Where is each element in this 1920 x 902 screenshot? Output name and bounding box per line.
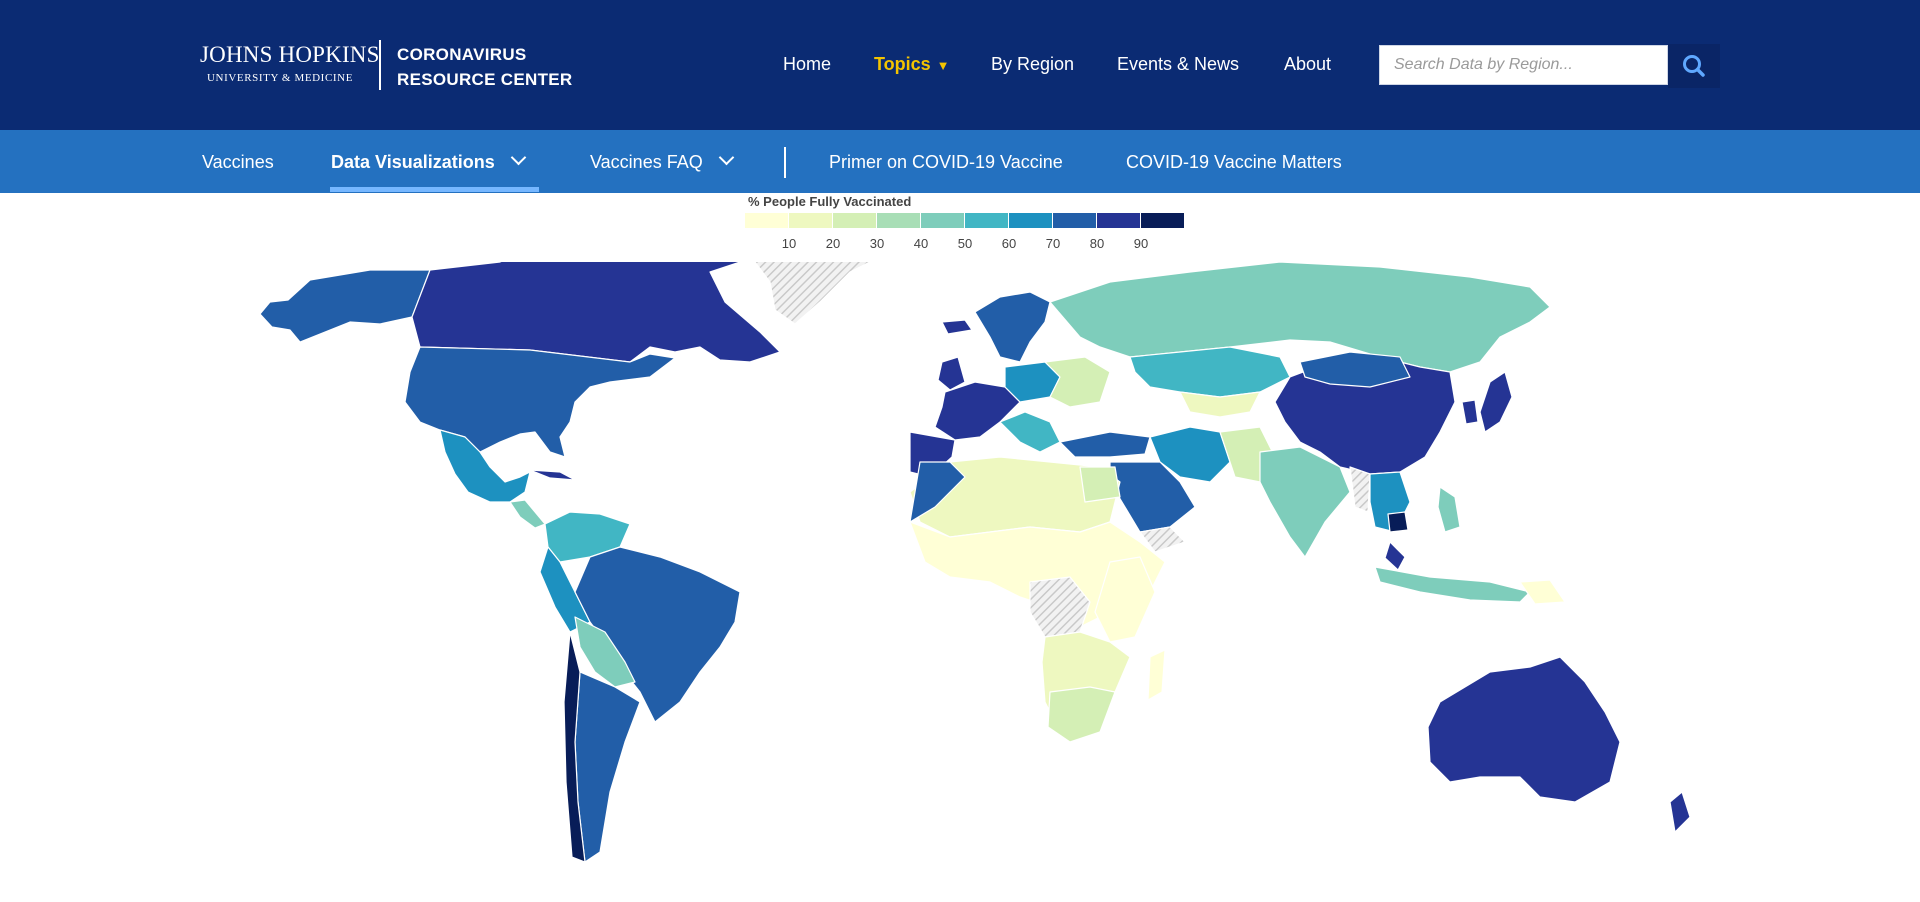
- country-turkey[interactable]: [1059, 431, 1151, 458]
- country-papua-new-guinea[interactable]: [1519, 579, 1566, 605]
- subnav-vaccines-faq[interactable]: Vaccines FAQ: [590, 149, 734, 173]
- subnav-data-visualizations[interactable]: Data Visualizations: [331, 149, 527, 173]
- country-myanmar-nodata[interactable]: [1349, 466, 1371, 513]
- country-usa[interactable]: [404, 346, 676, 458]
- country-japan[interactable]: [1479, 371, 1513, 433]
- active-tab-indicator: [330, 187, 539, 192]
- country-indonesia[interactable]: [1374, 566, 1531, 603]
- subnav-vaccines-faq-label: Vaccines FAQ: [590, 152, 703, 172]
- legend-title: % People Fully Vaccinated: [748, 194, 912, 209]
- nav-topics-label: Topics: [874, 54, 931, 74]
- legend-swatch: [921, 213, 965, 228]
- secondary-nav: [0, 130, 1920, 193]
- subnav-vaccines[interactable]: Vaccines: [202, 152, 274, 172]
- country-india[interactable]: [1259, 446, 1351, 558]
- country-australia[interactable]: [1427, 656, 1621, 803]
- search-box: [1379, 45, 1668, 85]
- nav-events-news[interactable]: Events & News: [1117, 54, 1240, 74]
- country-east-africa[interactable]: [1094, 556, 1156, 643]
- search-icon: [1683, 55, 1705, 77]
- legend-swatch: [1097, 213, 1141, 228]
- country-morocco[interactable]: [909, 461, 966, 523]
- resource-center-line1: CORONAVIRUS: [397, 45, 527, 64]
- country-chile[interactable]: [563, 631, 586, 863]
- country-russia[interactable]: [1049, 262, 1551, 373]
- nav-home[interactable]: Home: [783, 54, 832, 74]
- legend-swatch: [745, 213, 789, 228]
- subnav-primer[interactable]: Primer on COVID-19 Vaccine: [829, 152, 1063, 172]
- legend-swatch: [1141, 213, 1185, 228]
- country-mexico[interactable]: [439, 429, 531, 503]
- country-malaysia[interactable]: [1384, 541, 1406, 571]
- legend-swatch: [1009, 213, 1053, 228]
- logo-subtitle: UNIVERSITY & MEDICINE: [207, 72, 354, 84]
- country-philippines[interactable]: [1437, 486, 1461, 533]
- country-eastern-europe[interactable]: [1044, 356, 1111, 408]
- legend-tick-label: 10: [781, 236, 797, 251]
- legend-tick-label: 30: [869, 236, 885, 251]
- country-iceland[interactable]: [941, 319, 973, 335]
- legend-tick-label: 50: [957, 236, 973, 251]
- country-greenland[interactable]: [750, 262, 910, 325]
- map-legend: % People Fully Vaccinated 10 20 30 40 50 60 70…: [745, 190, 1185, 260]
- nav-by-region[interactable]: By Region: [991, 54, 1075, 74]
- resource-center-line2: RESOURCE CENTER: [397, 70, 573, 89]
- legend-swatch: [789, 213, 833, 228]
- world-vaccination-map[interactable]: [230, 262, 1730, 902]
- country-alaska[interactable]: [259, 269, 431, 343]
- country-western-europe[interactable]: [934, 381, 1021, 441]
- logo-divider: [379, 40, 381, 90]
- legend-tick-label: 90: [1133, 236, 1149, 251]
- country-italy-balkans[interactable]: [999, 411, 1061, 453]
- subnav-divider: [784, 147, 786, 178]
- legend-tick-label: 40: [913, 236, 929, 251]
- nav-about[interactable]: About: [1284, 54, 1332, 74]
- country-scandinavia[interactable]: [974, 291, 1051, 363]
- resource-center-title[interactable]: CORONAVIRUS RESOURCE CENTER: [397, 42, 572, 92]
- chevron-down-icon: [510, 149, 527, 166]
- country-uk[interactable]: [937, 356, 966, 391]
- country-bolivia-paraguay[interactable]: [574, 616, 636, 688]
- country-madagascar[interactable]: [1147, 649, 1166, 701]
- country-canada[interactable]: [411, 262, 781, 363]
- subnav-vaccine-matters[interactable]: COVID-19 Vaccine Matters: [1126, 152, 1342, 172]
- country-new-zealand[interactable]: [1669, 791, 1691, 833]
- legend-tick-label: 80: [1089, 236, 1105, 251]
- country-cuba[interactable]: [529, 469, 576, 481]
- legend-tick-label: 60: [1001, 236, 1017, 251]
- country-central-asia[interactable]: [1179, 391, 1261, 418]
- chevron-down-icon: [718, 149, 734, 166]
- country-argentina[interactable]: [574, 671, 641, 863]
- country-mongolia[interactable]: [1299, 351, 1411, 388]
- legend-swatch: [877, 213, 921, 228]
- legend-ticks: 10 20 30 40 50 60 70 80 90: [745, 236, 1165, 252]
- caret-down-icon: ▼: [936, 58, 950, 73]
- subnav-data-visualizations-label: Data Visualizations: [331, 152, 495, 172]
- legend-swatch: [965, 213, 1009, 228]
- logo-wordmark: JOHNS HOPKINS: [200, 42, 380, 67]
- country-egypt[interactable]: [1079, 466, 1121, 503]
- search-input[interactable]: [1380, 46, 1667, 84]
- nav-topics[interactable]: Topics ▼: [874, 54, 950, 75]
- country-yemen-nodata[interactable]: [1139, 526, 1186, 553]
- legend-tick-label: 20: [825, 236, 841, 251]
- country-south-africa[interactable]: [1047, 686, 1116, 743]
- country-kazakhstan[interactable]: [1129, 346, 1291, 398]
- search-button[interactable]: [1668, 44, 1720, 88]
- legend-color-scale: [745, 213, 1185, 228]
- legend-swatch: [1053, 213, 1097, 228]
- legend-tick-label: 70: [1045, 236, 1061, 251]
- country-korea[interactable]: [1461, 399, 1479, 425]
- country-cambodia[interactable]: [1387, 511, 1409, 533]
- jhu-logo[interactable]: JOHNS HOPKINS UNIVERSITY & MEDICINE: [200, 42, 379, 90]
- legend-swatch: [833, 213, 877, 228]
- country-central-america[interactable]: [509, 499, 546, 529]
